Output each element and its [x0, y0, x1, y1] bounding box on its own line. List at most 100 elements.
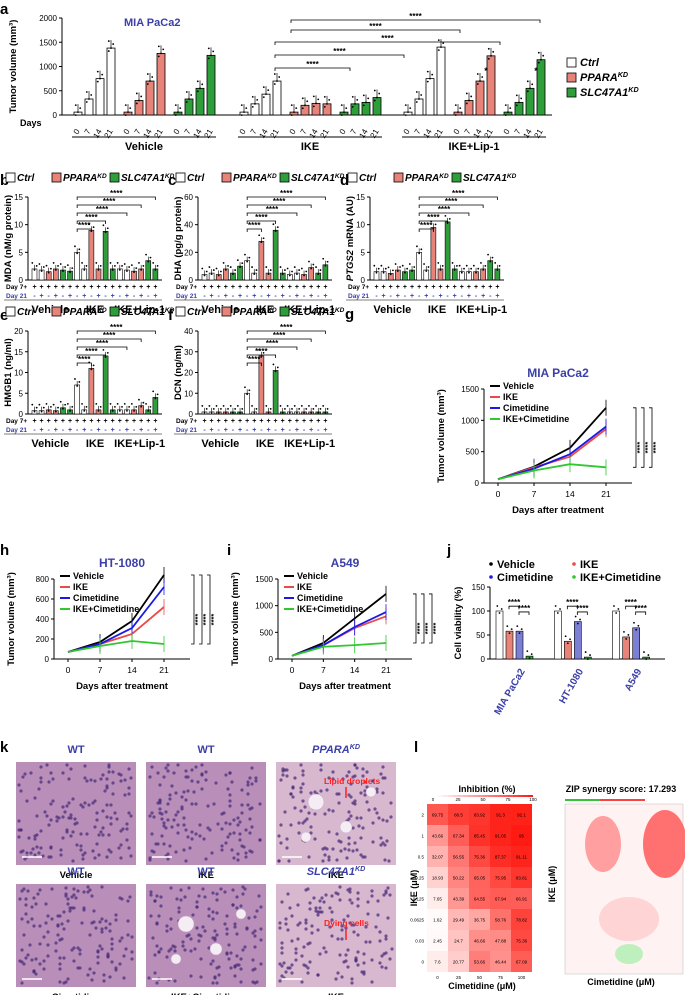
panel-f-point [303, 412, 305, 414]
panel-h-bracket [207, 574, 211, 645]
panel-e-point [78, 381, 81, 383]
panel-j-nucleus [78, 952, 82, 956]
panel-label-i: i [227, 542, 231, 559]
panel-j-nucleus [192, 790, 196, 794]
panel-d-point [494, 262, 497, 264]
panel-j-nucleus [248, 807, 252, 811]
panel-a-point [540, 58, 542, 61]
panel-g-bracket [641, 407, 645, 468]
panel-l-heatmap-cell [469, 888, 490, 909]
panel-h-y-tick-label: 600 [36, 595, 50, 604]
panel-h-series-line [67, 640, 165, 653]
panel-c-point [215, 267, 218, 270]
panel-l-heatmap-cell [469, 909, 490, 930]
panel-f-day7-mark: + [288, 418, 292, 425]
panel-a-point [306, 100, 309, 103]
panel-j-nucleus [99, 830, 103, 834]
panel-b-y-label: MDA (nM/g protein) [3, 195, 14, 282]
panel-j-nucleus [306, 966, 310, 970]
panel-b-point [57, 265, 59, 267]
panel-d-day7-mark: + [382, 284, 386, 291]
panel-label-a: a [0, 1, 9, 18]
panel-a-point [162, 48, 165, 51]
panel-a-point [240, 104, 243, 106]
panel-j-nucleus [365, 785, 369, 789]
panel-l-heatmap-title: Inhibition (%) [459, 784, 516, 794]
panel-label-f: f [168, 307, 174, 324]
panel-l-row-tick: 0.5 [418, 855, 425, 860]
panel-j-nucleus [159, 895, 163, 899]
panel-j-nucleus [36, 892, 40, 896]
panel-b-day21-label: Day 21 [6, 293, 27, 300]
panel-j-nucleus [347, 793, 351, 797]
panel-l-colorbar-segment [503, 795, 508, 797]
panel-j-nucleus [20, 917, 24, 921]
panel-b-day7-mark: + [61, 284, 65, 291]
panel-j-nucleus [356, 950, 360, 954]
panel-f-point [217, 412, 220, 414]
panel-h-x-tick-label: 0 [66, 665, 71, 675]
panel-a-point [85, 91, 88, 93]
panel-e-day21-mark: + [96, 427, 100, 434]
panel-b-point [50, 267, 52, 270]
panel-e-point [33, 410, 36, 413]
panel-j-nucleus [323, 853, 327, 857]
panel-j-nucleus [324, 893, 328, 897]
panel-j-nucleus [361, 855, 365, 859]
panel-j-nucleus [346, 965, 350, 969]
panel-a-legend-label: PPARAKD [580, 71, 628, 84]
panel-a-point [96, 80, 99, 83]
panel-j-nucleus [280, 946, 284, 950]
panel-a-point [537, 61, 540, 64]
panel-j-nucleus [79, 803, 83, 807]
panel-j-nucleus [198, 823, 202, 827]
panel-j-nucleus [211, 891, 215, 895]
panel-j-nucleus [46, 954, 50, 958]
panel-c-point [279, 266, 282, 268]
panel-c-bracket [246, 212, 298, 216]
panel-f-bracket [246, 338, 312, 342]
panel-e-day21-mark: - [48, 427, 51, 434]
panel-d-legend-label: SLC47A1KD [463, 173, 517, 185]
panel-j-nucleus [310, 924, 314, 928]
panel-a-point [520, 97, 523, 100]
panel-b-day7-mark: + [82, 284, 86, 291]
panel-f-point [300, 405, 303, 407]
panel-l-colorbar-segment [458, 795, 463, 797]
panel-l-heatmap-value: 36.75 [474, 918, 486, 923]
panel-i-bracket-stars: **** [423, 623, 432, 635]
panel-j-nucleus [312, 896, 316, 900]
panel-i-x-tick-label: 21 [381, 665, 391, 675]
panel-b-day7-mark: + [153, 284, 157, 291]
panel-j-nucleus [125, 827, 129, 831]
panel-a-bar [486, 55, 496, 116]
panel-a-point [290, 114, 293, 116]
panel-d-bracket [418, 228, 434, 232]
panel-b-day7-mark: + [118, 284, 122, 291]
panel-a-day-tick: 7 [183, 127, 193, 136]
panel-c-legend-label: Ctrl [187, 173, 204, 184]
panel-e-day7-mark: + [68, 418, 72, 425]
panel-j-nucleus [378, 939, 382, 943]
panel-g-y-tick-label: 1000 [461, 416, 479, 425]
panel-j-nucleus [319, 763, 323, 767]
panel-b-point [152, 262, 155, 264]
panel-k-point [625, 638, 628, 640]
panel-a-point [454, 114, 457, 116]
panel-f-day21-mark: - [232, 427, 235, 434]
panel-d-point [451, 262, 454, 264]
panel-j-nucleus [331, 809, 335, 813]
panel-h-x-tick-label: 14 [127, 665, 137, 675]
panel-j-nucleus [93, 856, 97, 860]
panel-l-heatmap-cell [448, 888, 469, 909]
panel-e-day7-mark: + [89, 418, 93, 425]
panel-a-day-tick: 7 [133, 127, 143, 136]
panel-j-nucleus [111, 792, 115, 796]
panel-j-histology-image [276, 884, 396, 987]
panel-e-point [81, 402, 83, 405]
panel-c-bracket-stars: **** [280, 189, 293, 198]
panel-j-nucleus [231, 903, 235, 907]
panel-j-nucleus [364, 925, 368, 929]
panel-j-nucleus [291, 795, 295, 799]
panel-j-nucleus [179, 888, 183, 892]
